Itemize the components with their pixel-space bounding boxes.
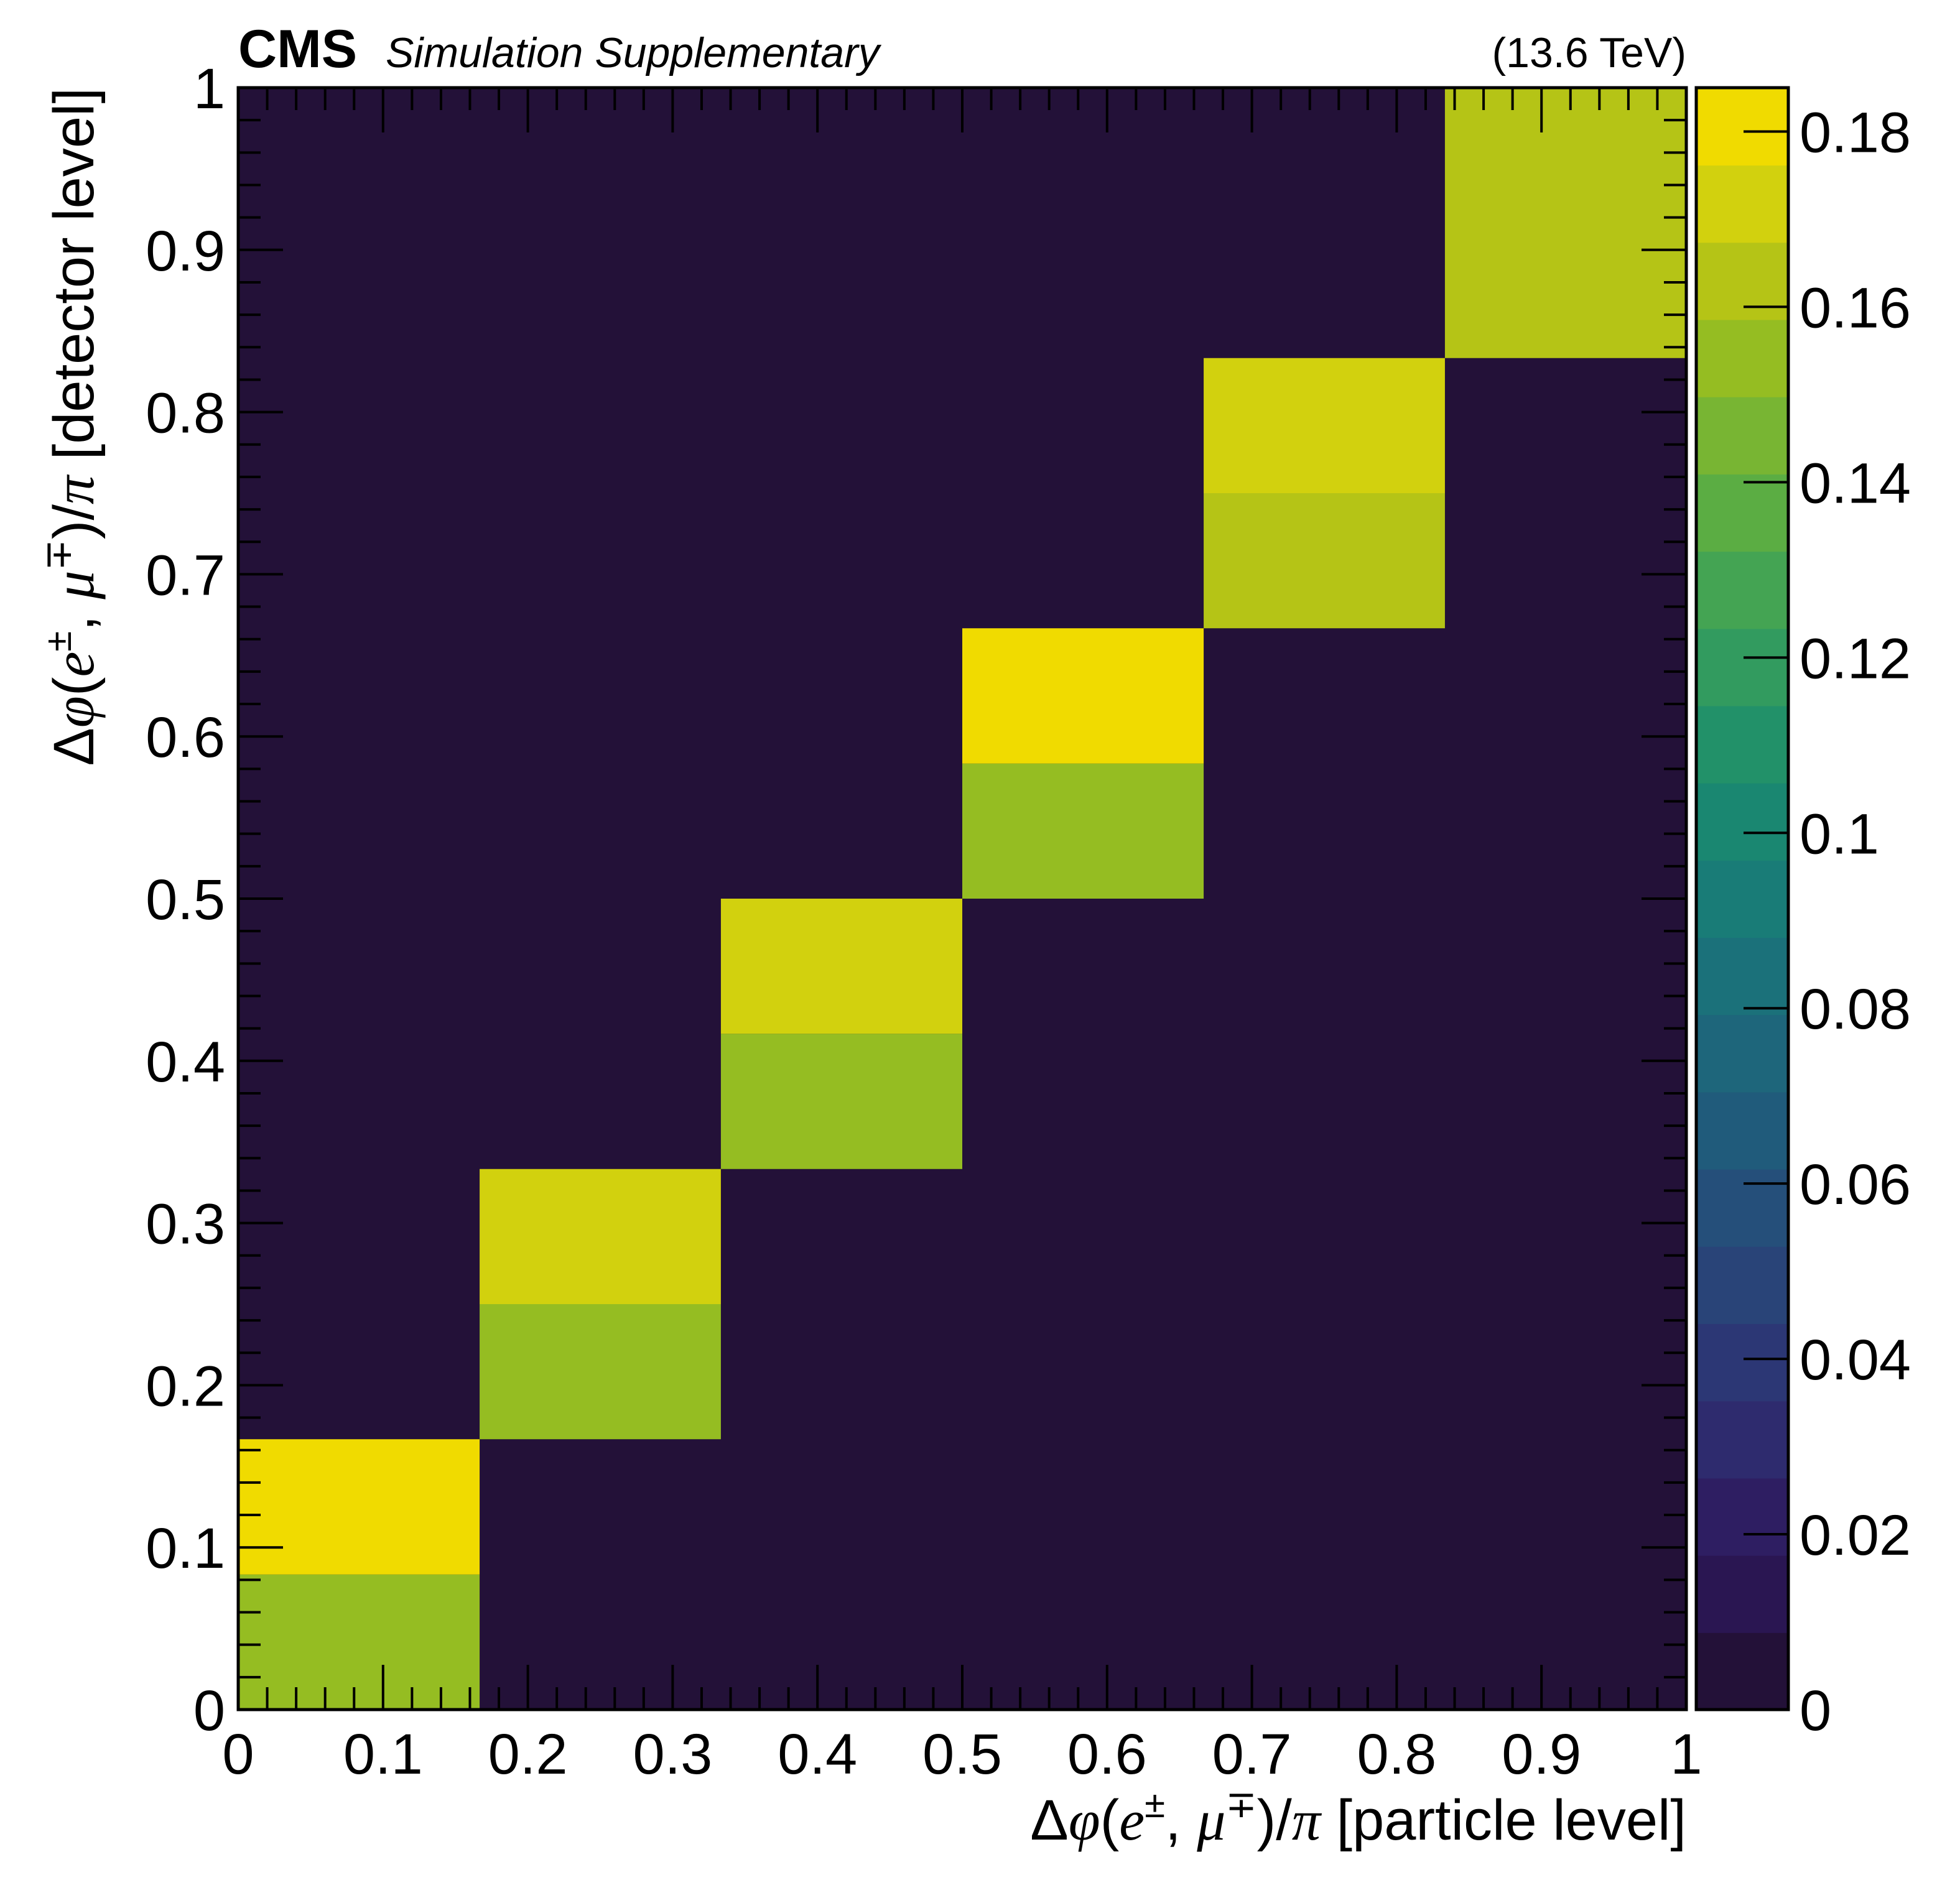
colorbar-tick-label: 0.04: [1800, 1328, 1911, 1392]
colorbar-tick-labels: 0 0.02 0.04 0.06 0.08 0.1 0.12 0.14 0.16 0.18: [1800, 101, 1911, 1743]
y-tick-label: 0.3: [146, 1193, 225, 1256]
colorbar-tick-label: 0.1: [1800, 802, 1879, 866]
y-tick-label: 1: [193, 57, 225, 121]
colorbar-segment-9: [1696, 937, 1788, 1016]
colorbar-segment-7: [1696, 1091, 1788, 1170]
heatmap-cell-6: [962, 763, 1204, 899]
colorbar-segment-5: [1696, 1246, 1788, 1325]
colorbar-tick-label: 0.14: [1800, 451, 1911, 515]
colorbar-segment-19: [1696, 165, 1788, 243]
x-tick-label: 0.7: [1212, 1723, 1292, 1786]
colorbar: [1696, 88, 1788, 1710]
y-tick-label: 0: [193, 1679, 225, 1743]
colorbar-tick-label: 0.02: [1800, 1504, 1911, 1567]
colorbar-segment-8: [1696, 1014, 1788, 1093]
colorbar-segment-3: [1696, 1401, 1788, 1479]
y-tick-label: 0.5: [146, 868, 225, 932]
y-tick-label: 0.2: [146, 1354, 225, 1418]
colorbar-tick-label: 0: [1800, 1679, 1831, 1743]
x-tick-label: 0.2: [488, 1723, 568, 1786]
colorbar-ticks: [1744, 130, 1788, 1711]
heatmap-cell-2: [480, 1304, 721, 1440]
y-tick-label: 0.4: [146, 1030, 225, 1094]
y-tick-label: 0.1: [146, 1517, 225, 1580]
heatmap-cells: [238, 88, 1686, 1710]
heatmap-cell-1: [238, 1439, 480, 1575]
x-tick-label: 0.9: [1502, 1723, 1581, 1786]
y-tick-label: 0.9: [146, 220, 225, 283]
colorbar-tick-label: 0.06: [1800, 1153, 1911, 1216]
colorbar-tick-label: 0.16: [1800, 276, 1911, 340]
simulation-label: Simulation Supplementary: [386, 29, 882, 76]
x-axis-title: Δφ(e±, μ∓)/π [particle level]: [1030, 1784, 1686, 1852]
x-tick-label: 0.4: [778, 1723, 857, 1786]
heatmap-cell-4: [720, 1034, 962, 1169]
y-tick-label: 0.8: [146, 382, 225, 445]
colorbar-segment-20: [1696, 88, 1788, 166]
colorbar-segment-15: [1696, 473, 1788, 552]
colorbar-tick-label: 0.12: [1800, 627, 1911, 690]
colorbar-frame: [1694, 86, 1790, 1711]
colorbar-segment-6: [1696, 1169, 1788, 1247]
colorbar-segment-0: [1696, 1632, 1788, 1710]
x-tick-label: 0.3: [633, 1723, 712, 1786]
heatmap-cell-3: [480, 1169, 721, 1304]
colorbar-segment-17: [1696, 319, 1788, 397]
x-tick-label: 0.1: [343, 1723, 423, 1786]
y-tick-label: 0.7: [146, 544, 225, 607]
x-tick-label: 0.5: [922, 1723, 1002, 1786]
plot-frame: [236, 86, 1688, 1711]
colorbar-segment-13: [1696, 628, 1788, 706]
axis-ticks: [237, 86, 1688, 1711]
y-tick-label: 0.6: [146, 706, 225, 769]
colorbar-segment-4: [1696, 1323, 1788, 1402]
x-tick-label: 0: [222, 1723, 254, 1786]
colorbar-tick-label: 0.18: [1800, 101, 1911, 164]
colorbar-segment-18: [1696, 242, 1788, 320]
colorbar-segment-14: [1696, 551, 1788, 629]
heatmap-cell-7: [962, 628, 1204, 764]
x-tick-label: 0.6: [1067, 1723, 1147, 1786]
heatmap-cell-0: [238, 1574, 480, 1710]
colorbar-segment-16: [1696, 396, 1788, 475]
x-tick-labels: 0 0.1 0.2 0.3 0.4 0.5 0.6 0.7 0.8 0.9 1: [222, 1723, 1702, 1786]
colorbar-segment-2: [1696, 1478, 1788, 1556]
y-axis-title: Δφ(e±, μ∓)/π [detector level]: [37, 88, 106, 766]
heatmap-cell-8: [1204, 493, 1445, 629]
heatmap-cell-9: [1204, 358, 1445, 493]
energy-label: (13.6 TeV): [1492, 29, 1686, 76]
heatmap-cell-10: [1444, 88, 1686, 358]
colorbar-segment-10: [1696, 859, 1788, 938]
colorbar-tick-label: 0.08: [1800, 978, 1911, 1041]
colorbar-segment-1: [1696, 1555, 1788, 1633]
x-tick-label: 0.8: [1357, 1723, 1436, 1786]
x-tick-label: 1: [1670, 1723, 1702, 1786]
y-tick-labels: 0 0.1 0.2 0.3 0.4 0.5 0.6 0.7 0.8 0.9 1: [146, 57, 225, 1743]
colorbar-segment-12: [1696, 705, 1788, 784]
heatmap-cell-5: [720, 899, 962, 1034]
colorbar-segment-11: [1696, 782, 1788, 861]
cms-label: CMS: [238, 19, 357, 79]
